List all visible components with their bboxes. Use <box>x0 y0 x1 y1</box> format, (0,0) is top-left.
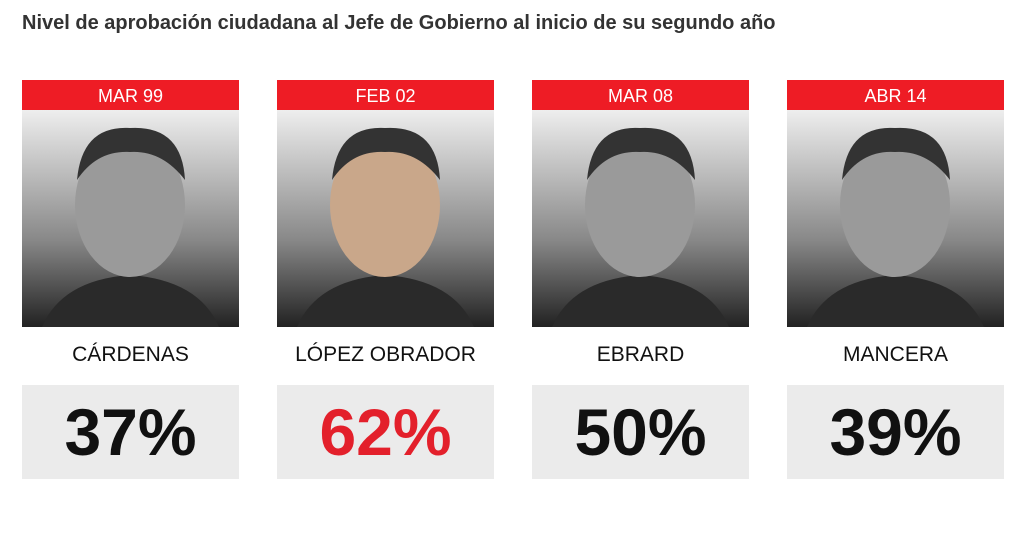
date-label: MAR 08 <box>532 80 749 110</box>
portrait-photo <box>532 110 749 327</box>
date-label: ABR 14 <box>787 80 1004 110</box>
portrait-photo <box>787 110 1004 327</box>
title: Nivel de aprobación ciudadana al Jefe de… <box>22 12 776 34</box>
candidate-panel: ABR 14 MANCERA 39% <box>787 80 1004 479</box>
date-label: MAR 99 <box>22 80 239 110</box>
candidate-panel: MAR 08 EBRARD 50% <box>532 80 749 479</box>
approval-value: 39% <box>787 385 1004 479</box>
candidate-name: CÁRDENAS <box>72 343 189 366</box>
portrait-photo <box>277 110 494 327</box>
approval-value: 37% <box>22 385 239 479</box>
candidate-name: EBRARD <box>596 343 685 366</box>
portrait-silhouette <box>297 127 474 327</box>
candidate-name: MANCERA <box>842 343 948 366</box>
portrait-photo <box>22 110 239 327</box>
candidate-panel: MAR 99 CÁRDENAS 37% <box>22 80 239 479</box>
date-label: FEB 02 <box>277 80 494 110</box>
candidate-name: LÓPEZ OBRADOR <box>295 343 476 366</box>
approval-value: 62% <box>277 385 494 479</box>
portrait-silhouette <box>807 127 984 327</box>
portrait-silhouette <box>552 127 729 327</box>
candidate-panel: FEB 02 LÓPEZ OBRADOR 62% <box>277 80 494 479</box>
approval-value: 50% <box>532 385 749 479</box>
portrait-silhouette <box>42 127 219 327</box>
